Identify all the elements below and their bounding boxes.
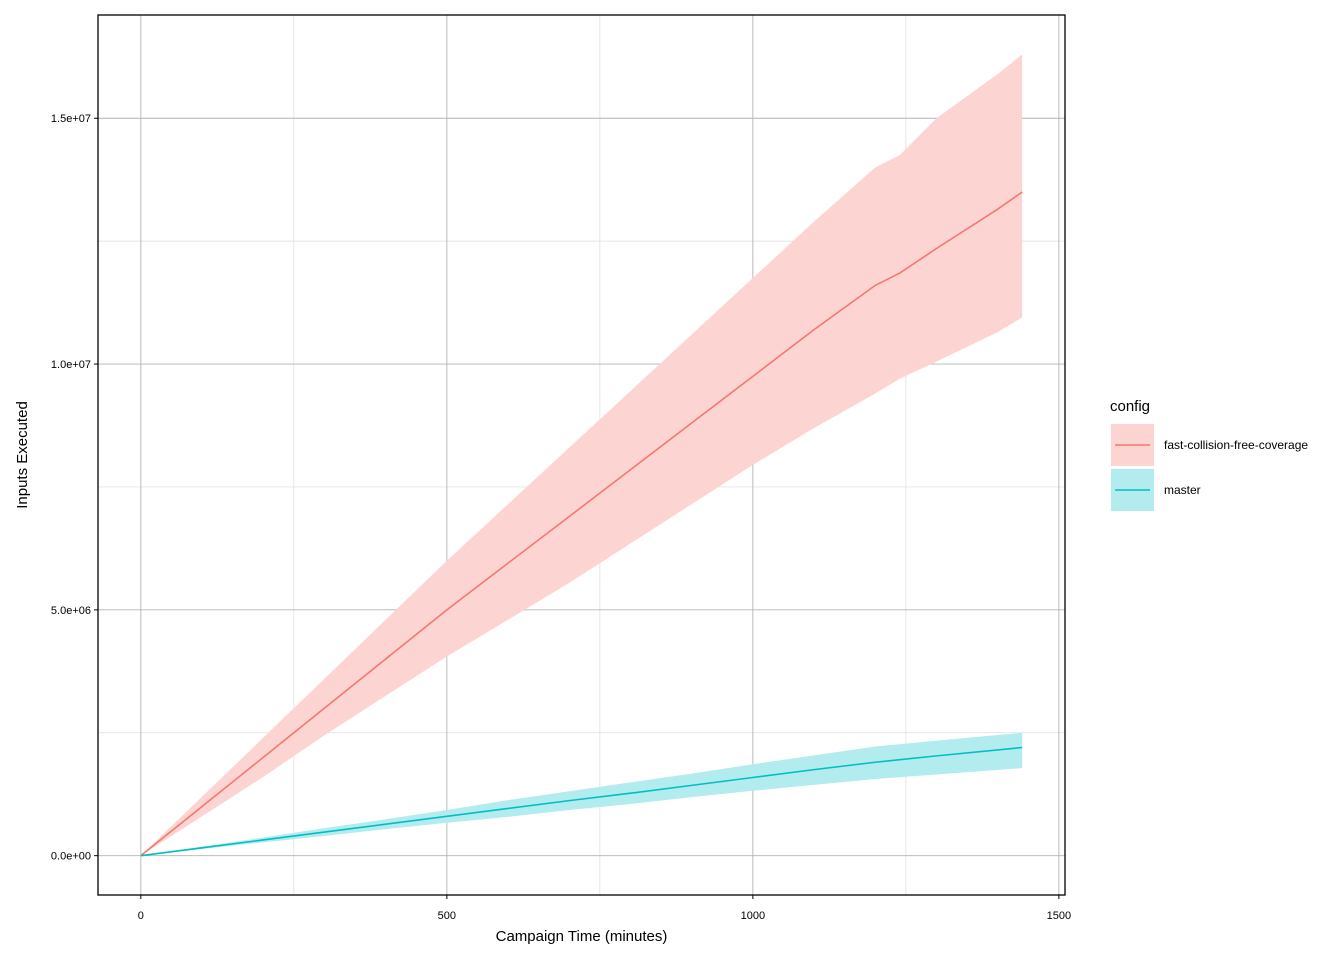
legend-title: config bbox=[1110, 398, 1150, 415]
legend-items: fast-collision-free-coverage master bbox=[1111, 424, 1308, 511]
x-tick-label: 500 bbox=[438, 910, 456, 922]
x-tick-label: 0 bbox=[138, 910, 144, 922]
plot-panel-border bbox=[97, 14, 1066, 896]
y-tick-label: 1.0e+07 bbox=[51, 359, 91, 371]
y-tick-label: 1.5e+07 bbox=[51, 113, 91, 125]
legend-label: master bbox=[1164, 483, 1201, 497]
y-tick-label: 0.0e+00 bbox=[51, 851, 91, 863]
series-line-1 bbox=[140, 191, 1023, 857]
legend: config fast-collision-free-coverage maste… bbox=[1110, 398, 1308, 511]
series-band-2 bbox=[140, 732, 1023, 856]
legend-label: fast-collision-free-coverage bbox=[1164, 438, 1308, 452]
x-tick-label: 1500 bbox=[1047, 910, 1071, 922]
y-tick-label: 5.0e+06 bbox=[51, 605, 91, 617]
x-axis-title: Campaign Time (minutes) bbox=[496, 928, 668, 945]
y-axis-title: Inputs Executed bbox=[14, 401, 31, 509]
confidence-bands bbox=[140, 54, 1023, 856]
axes: 0 500 1000 1500 0.0e+00 5.0e+06 1.0e+07 1.5e+07 bbox=[51, 113, 1071, 922]
x-tick-label: 1000 bbox=[741, 910, 765, 922]
series-lines bbox=[140, 191, 1023, 857]
series-band-1 bbox=[140, 54, 1023, 856]
series-line-2 bbox=[140, 746, 1023, 857]
